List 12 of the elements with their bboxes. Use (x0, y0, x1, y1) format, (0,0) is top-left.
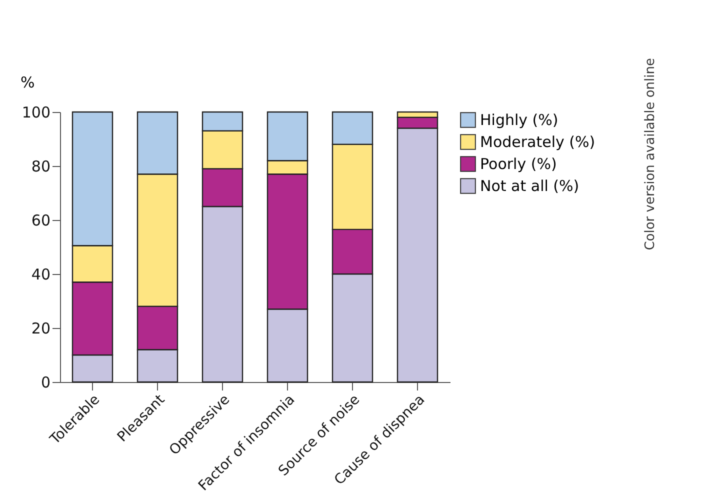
y-tick-label: 60 (31, 212, 50, 230)
legend-label: Moderately (%) (480, 133, 596, 151)
text: Color version available online (643, 58, 658, 250)
y-tick-label: 20 (31, 320, 50, 338)
y-tick-label: 80 (31, 158, 50, 176)
y-axis-title: % (20, 74, 35, 92)
y-tick-label: 0 (40, 374, 50, 392)
legend-label: Not at all (%) (480, 177, 580, 195)
legend-label: Poorly (%) (480, 155, 557, 173)
legend-label: Highly (%) (480, 111, 558, 129)
y-tick-label: 100 (22, 104, 50, 122)
y-tick-label: 40 (31, 266, 50, 284)
